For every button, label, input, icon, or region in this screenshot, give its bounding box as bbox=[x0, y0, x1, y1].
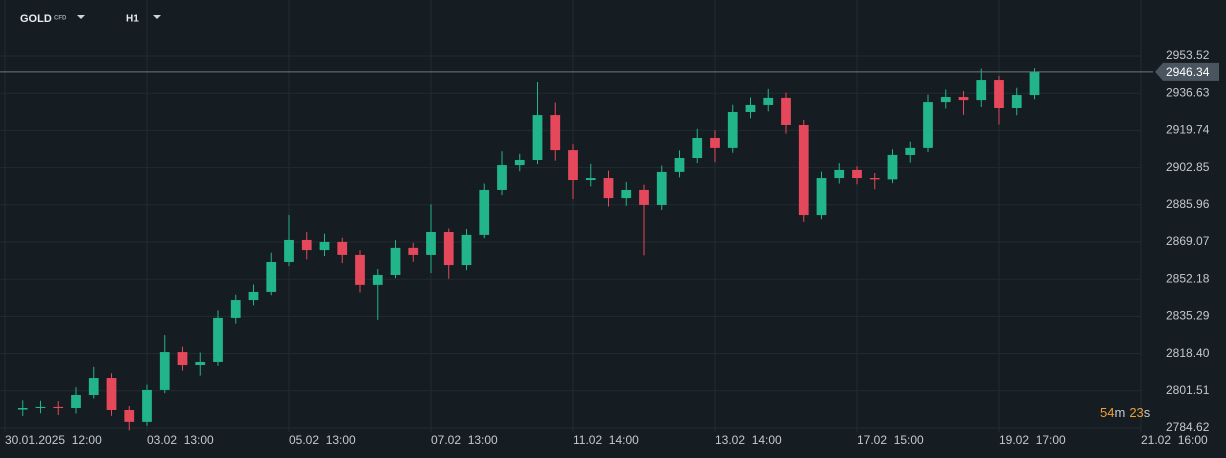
dropdown-arrow[interactable] bbox=[77, 15, 85, 19]
candle-body bbox=[355, 254, 365, 285]
candle-body bbox=[461, 234, 472, 266]
y-tick-label: 2885.96 bbox=[1166, 197, 1210, 211]
candle-body bbox=[337, 241, 348, 255]
candle-body bbox=[443, 232, 454, 266]
candle-body bbox=[479, 189, 490, 235]
y-tick-label: 2869.07 bbox=[1166, 234, 1210, 248]
candle-body bbox=[639, 189, 649, 205]
candle-body bbox=[585, 178, 596, 181]
x-tick-label: 05.02 13:00 bbox=[289, 433, 356, 447]
candle-body bbox=[390, 247, 401, 275]
candle-body bbox=[1029, 71, 1040, 96]
x-tick-label: 03.02 13:00 bbox=[147, 433, 214, 447]
candle-body bbox=[408, 247, 419, 255]
candle-body bbox=[763, 97, 774, 105]
y-tick-label: 2784.62 bbox=[1166, 420, 1210, 434]
candle-body bbox=[372, 274, 383, 285]
candle-body bbox=[816, 178, 827, 216]
countdown: 54m 23s bbox=[1100, 405, 1151, 420]
header: GOLD CFD H1 bbox=[20, 13, 161, 25]
y-tick-label: 2818.40 bbox=[1166, 346, 1210, 360]
x-tick-label: 13.02 14:00 bbox=[715, 433, 782, 447]
candle-body bbox=[674, 158, 685, 172]
symbol[interactable]: GOLD bbox=[20, 13, 52, 25]
y-tick-label: 2953.52 bbox=[1166, 48, 1210, 62]
candle-body bbox=[195, 361, 206, 366]
y-tick-label: 2936.63 bbox=[1166, 85, 1210, 99]
overlay: 2946.34 bbox=[0, 62, 1219, 81]
candle-body bbox=[994, 80, 1004, 109]
last-price-tag bbox=[1155, 62, 1219, 81]
candle-body bbox=[35, 406, 46, 408]
seconds: 23 bbox=[1129, 405, 1143, 420]
candle-body bbox=[905, 147, 916, 155]
minutes: 54 bbox=[1100, 405, 1114, 420]
candle-body bbox=[284, 239, 294, 262]
candle-body bbox=[781, 97, 791, 125]
candle-body bbox=[1011, 95, 1022, 109]
y-tick-label: 2801.51 bbox=[1166, 383, 1210, 397]
x-tick-label: 07.02 13:00 bbox=[431, 433, 498, 447]
candle-body bbox=[798, 124, 809, 216]
candle-body bbox=[550, 115, 561, 151]
candle-body bbox=[727, 111, 738, 148]
candle-body bbox=[248, 291, 259, 301]
candle-body bbox=[53, 406, 64, 408]
y-tick-label: 2852.18 bbox=[1166, 271, 1210, 285]
candle-body bbox=[834, 169, 845, 179]
x-tick-label: 19.02 17:00 bbox=[999, 433, 1066, 447]
candle-body bbox=[710, 137, 720, 148]
y-tick-label: 2835.29 bbox=[1166, 309, 1210, 323]
y-tick-label: 2919.74 bbox=[1166, 123, 1210, 137]
candle-body bbox=[426, 232, 436, 255]
last-price-label: 2946.34 bbox=[1166, 65, 1210, 79]
dropdown-arrow[interactable] bbox=[153, 15, 161, 19]
candle-body bbox=[159, 352, 170, 390]
candle-body bbox=[514, 160, 525, 166]
candle-body bbox=[124, 409, 135, 422]
candle-body bbox=[887, 154, 898, 180]
candle-body bbox=[88, 378, 99, 395]
symbol-tag: CFD bbox=[54, 16, 67, 22]
candle-body bbox=[319, 241, 330, 251]
candle-body bbox=[852, 169, 862, 179]
candle-body bbox=[568, 150, 578, 181]
timeframe[interactable]: H1 bbox=[126, 14, 139, 25]
candle-body bbox=[230, 300, 241, 318]
x-tick-label: 11.02 14:00 bbox=[573, 433, 639, 447]
candle-body bbox=[497, 165, 507, 190]
candle-body bbox=[266, 261, 277, 292]
candle-body bbox=[603, 178, 614, 199]
candle-body bbox=[940, 97, 951, 103]
candle-body bbox=[17, 407, 28, 410]
x-tick-label: 30.01.2025 12:00 bbox=[5, 433, 102, 447]
candle-body bbox=[976, 80, 987, 101]
candle-body bbox=[532, 115, 543, 161]
grid: 2784.62 2801.51 2818.40 2835.29 2852.18 2869.… bbox=[0, 0, 1210, 447]
candle-body bbox=[301, 239, 312, 251]
candle-body bbox=[958, 97, 969, 101]
candle-body bbox=[106, 378, 117, 410]
minutes-unit: m bbox=[1114, 405, 1125, 420]
candles bbox=[17, 68, 1040, 431]
x-tick-label: 17.02 15:00 bbox=[857, 433, 924, 447]
candle-body bbox=[745, 104, 756, 112]
candle-body bbox=[621, 189, 632, 199]
candle-body bbox=[177, 352, 188, 366]
candle-body bbox=[692, 137, 703, 159]
candle-body bbox=[142, 389, 152, 422]
candle-body bbox=[923, 102, 933, 148]
x-tick-label: 21.02 16:00 bbox=[1141, 433, 1208, 447]
candle-body bbox=[213, 317, 223, 362]
candle-body bbox=[656, 171, 667, 205]
candle-body bbox=[71, 394, 81, 408]
y-tick-label: 2902.85 bbox=[1166, 160, 1210, 174]
candle-body bbox=[869, 178, 880, 180]
seconds-unit: s bbox=[1144, 405, 1151, 420]
